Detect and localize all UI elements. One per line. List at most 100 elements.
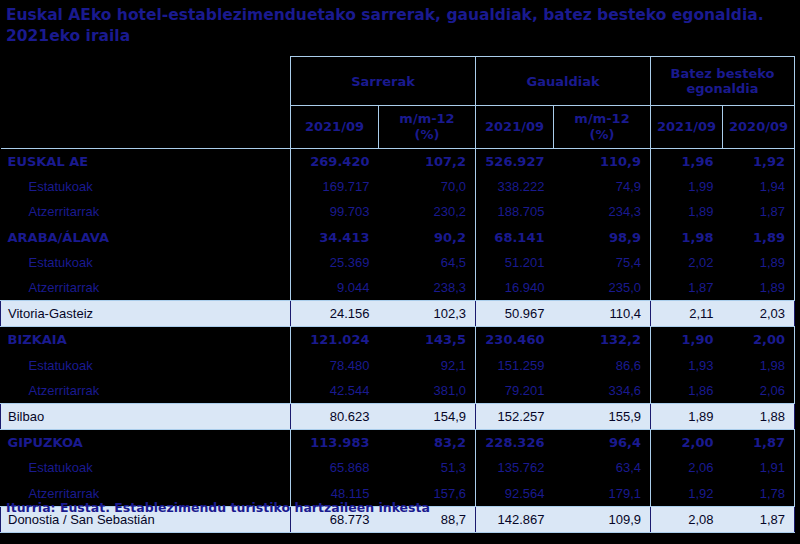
cell-value: 1,89 — [723, 250, 795, 275]
table-row: Atzerritarrak 9.044 238,3 16.940 235,0 1… — [1, 275, 795, 301]
page-title: Euskal AEko hotel-establezimenduetako sa… — [6, 5, 794, 47]
cell-value: 25.369 — [291, 250, 379, 275]
cell-value: 64,5 — [379, 250, 476, 275]
cell-value: 1,96 — [651, 149, 723, 175]
row-label: Atzerritarrak — [1, 378, 291, 404]
cell-value: 1,89 — [651, 403, 723, 429]
column-subheader: 2021/09 — [476, 106, 554, 149]
row-label: Estatukoak — [1, 174, 291, 199]
cell-value: 2,06 — [723, 378, 795, 404]
cell-value: 99.703 — [291, 199, 379, 224]
row-label: Estatukoak — [1, 250, 291, 275]
table-row: Estatukoak 78.480 92,1 151.259 86,6 1,93… — [1, 353, 795, 378]
cell-value: 9.044 — [291, 275, 379, 301]
cell-value: 78.480 — [291, 353, 379, 378]
cell-value: 113.983 — [291, 430, 379, 456]
row-label: ARABA/ÁLAVA — [1, 225, 291, 250]
cell-value: 1,87 — [651, 275, 723, 301]
cell-value: 526.927 — [476, 149, 554, 175]
cell-value: 1,87 — [723, 506, 795, 532]
page-title-line1: Euskal AEko hotel-establezimenduetako sa… — [6, 5, 794, 26]
table-row: Vitoria-Gasteiz 24.156 102,3 50.967 110,… — [1, 301, 795, 327]
cell-value: 230,2 — [379, 199, 476, 224]
cell-value: 188.705 — [476, 199, 554, 224]
cell-value: 1,89 — [723, 225, 795, 250]
column-subheader: 2021/09 — [651, 106, 723, 149]
header-group-row: SarrerakGaualdiakBatez besteko egonaldia — [1, 57, 795, 106]
cell-value: 1,91 — [723, 455, 795, 480]
cell-value: 1,98 — [723, 353, 795, 378]
table-row: Atzerritarrak 99.703 230,2 188.705 234,3… — [1, 199, 795, 224]
cell-value: 92,1 — [379, 353, 476, 378]
header-blank-cell — [1, 57, 291, 149]
cell-value: 238,3 — [379, 275, 476, 301]
cell-value: 1,93 — [651, 353, 723, 378]
row-label: Atzerritarrak — [1, 199, 291, 224]
cell-value: 143,5 — [379, 327, 476, 353]
page-title-line2: 2021eko iraila — [6, 26, 794, 47]
cell-value: 235,0 — [554, 275, 651, 301]
cell-value: 92.564 — [476, 480, 554, 506]
cell-value: 50.967 — [476, 301, 554, 327]
cell-value: 381,0 — [379, 378, 476, 404]
table-row: Atzerritarrak 42.544 381,0 79.201 334,6 … — [1, 378, 795, 404]
cell-value: 142.867 — [476, 506, 554, 532]
cell-value: 2,02 — [651, 250, 723, 275]
cell-value: 155,9 — [554, 403, 651, 429]
cell-value: 74,9 — [554, 174, 651, 199]
cell-value: 109,9 — [554, 506, 651, 532]
cell-value: 16.940 — [476, 275, 554, 301]
cell-value: 70,0 — [379, 174, 476, 199]
cell-value: 1,89 — [723, 275, 795, 301]
cell-value: 1,89 — [651, 199, 723, 224]
table-row: Estatukoak 65.868 51,3 135.762 63,4 2,06… — [1, 455, 795, 480]
cell-value: 51,3 — [379, 455, 476, 480]
cell-value: 24.156 — [291, 301, 379, 327]
column-subheader: 2020/09 — [723, 106, 795, 149]
cell-value: 51.201 — [476, 250, 554, 275]
cell-value: 107,2 — [379, 149, 476, 175]
cell-value: 234,3 — [554, 199, 651, 224]
cell-value: 132,2 — [554, 327, 651, 353]
column-subheader: 2021/09 — [291, 106, 379, 149]
cell-value: 68.141 — [476, 225, 554, 250]
cell-value: 79.201 — [476, 378, 554, 404]
cell-value: 80.623 — [291, 403, 379, 429]
row-label: EUSKAL AE — [1, 149, 291, 175]
cell-value: 230.460 — [476, 327, 554, 353]
cell-value: 1,92 — [723, 149, 795, 175]
source-note: Iturria: Eustat. Establezimendu turistik… — [6, 500, 430, 515]
cell-value: 1,99 — [651, 174, 723, 199]
row-label: Bilbao — [1, 403, 291, 429]
cell-value: 42.544 — [291, 378, 379, 404]
table-row: ARABA/ÁLAVA 34.413 90,2 68.141 98,9 1,98… — [1, 225, 795, 250]
cell-value: 90,2 — [379, 225, 476, 250]
cell-value: 63,4 — [554, 455, 651, 480]
cell-value: 2,03 — [723, 301, 795, 327]
cell-value: 2,00 — [651, 430, 723, 456]
cell-value: 110,4 — [554, 301, 651, 327]
cell-value: 154,9 — [379, 403, 476, 429]
cell-value: 269.420 — [291, 149, 379, 175]
column-group-header: Gaualdiak — [476, 57, 651, 106]
cell-value: 1,87 — [723, 199, 795, 224]
cell-value: 152.257 — [476, 403, 554, 429]
cell-value: 75,4 — [554, 250, 651, 275]
table-row: Estatukoak 169.717 70,0 338.222 74,9 1,9… — [1, 174, 795, 199]
cell-value: 83,2 — [379, 430, 476, 456]
column-group-header: Batez besteko egonaldia — [651, 57, 795, 106]
cell-value: 86,6 — [554, 353, 651, 378]
column-group-header: Sarrerak — [291, 57, 476, 106]
table-row: Estatukoak 25.369 64,5 51.201 75,4 2,02 … — [1, 250, 795, 275]
row-label: Atzerritarrak — [1, 275, 291, 301]
cell-value: 96,4 — [554, 430, 651, 456]
cell-value: 98,9 — [554, 225, 651, 250]
cell-value: 1,88 — [723, 403, 795, 429]
cell-value: 135.762 — [476, 455, 554, 480]
cell-value: 34.413 — [291, 225, 379, 250]
cell-value: 169.717 — [291, 174, 379, 199]
column-subheader: m/m-12 (%) — [379, 106, 476, 149]
cell-value: 228.326 — [476, 430, 554, 456]
cell-value: 121.024 — [291, 327, 379, 353]
cell-value: 2,11 — [651, 301, 723, 327]
